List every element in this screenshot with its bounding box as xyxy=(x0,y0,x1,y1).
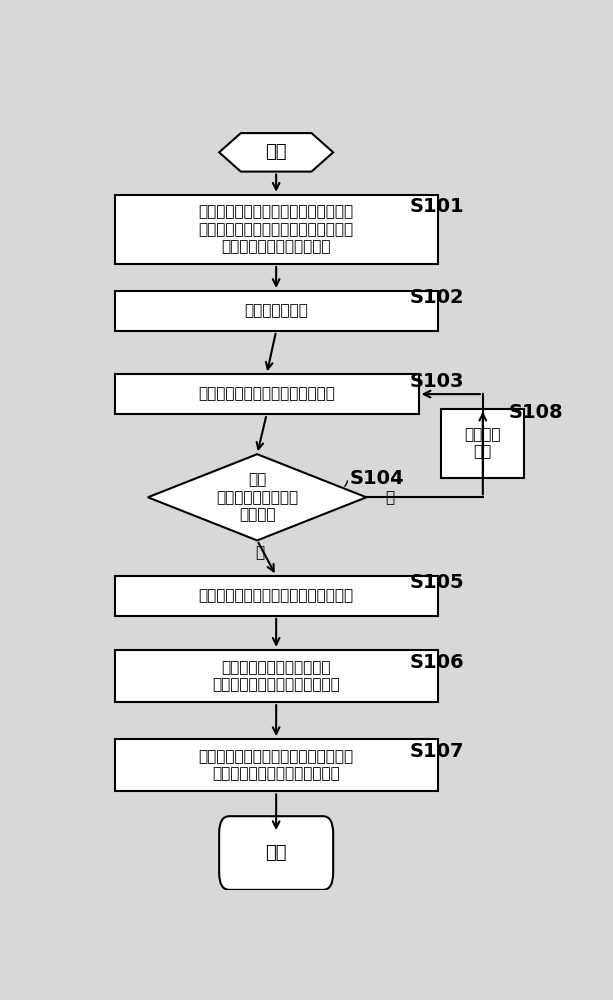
FancyBboxPatch shape xyxy=(115,195,438,264)
Text: S108: S108 xyxy=(509,403,563,422)
FancyBboxPatch shape xyxy=(115,374,419,414)
FancyBboxPatch shape xyxy=(115,291,438,331)
FancyBboxPatch shape xyxy=(441,409,524,478)
Text: 保存锁屏界面的锁屏布局，以完成移动
终端设备自定义解锁界面的设置: 保存锁屏界面的锁屏布局，以完成移动 终端设备自定义解锁界面的设置 xyxy=(199,749,354,781)
Text: 返回锁屏
界面: 返回锁屏 界面 xyxy=(465,427,501,460)
FancyBboxPatch shape xyxy=(115,739,438,791)
Text: S107: S107 xyxy=(409,742,463,761)
FancyBboxPatch shape xyxy=(115,650,438,702)
Text: 调出所有应用程序并以列表的形式显示: 调出所有应用程序并以列表的形式显示 xyxy=(199,588,354,603)
Text: 结束: 结束 xyxy=(265,844,287,862)
Text: S102: S102 xyxy=(409,288,464,307)
FancyBboxPatch shape xyxy=(219,816,333,890)
Text: 初始化锁屏界面: 初始化锁屏界面 xyxy=(244,303,308,318)
Text: 检测用户在列表中选择删除
或添加某些应用程序到锁屏界面: 检测用户在列表中选择删除 或添加某些应用程序到锁屏界面 xyxy=(212,660,340,692)
Text: S103: S103 xyxy=(409,372,463,391)
Text: 判断
执行手势是否与调出
手势相同: 判断 执行手势是否与调出 手势相同 xyxy=(216,472,298,522)
Polygon shape xyxy=(219,133,333,172)
Text: S106: S106 xyxy=(409,653,464,672)
Text: 是: 是 xyxy=(255,545,264,560)
Text: 预定义锁屏界面应用程序快捷方式图标
背景以及排列方式，并预定义能调出所
有应用程序列表的调出手势: 预定义锁屏界面应用程序快捷方式图标 背景以及排列方式，并预定义能调出所 有应用程… xyxy=(199,204,354,254)
Text: S101: S101 xyxy=(409,197,464,216)
Text: 检测用户在锁屏界面上的执行手势: 检测用户在锁屏界面上的执行手势 xyxy=(198,387,335,402)
Text: 否: 否 xyxy=(386,490,395,505)
FancyBboxPatch shape xyxy=(115,576,438,616)
Text: S105: S105 xyxy=(409,572,464,591)
Polygon shape xyxy=(148,454,367,540)
Text: S104: S104 xyxy=(350,469,405,488)
Text: 开始: 开始 xyxy=(265,143,287,161)
